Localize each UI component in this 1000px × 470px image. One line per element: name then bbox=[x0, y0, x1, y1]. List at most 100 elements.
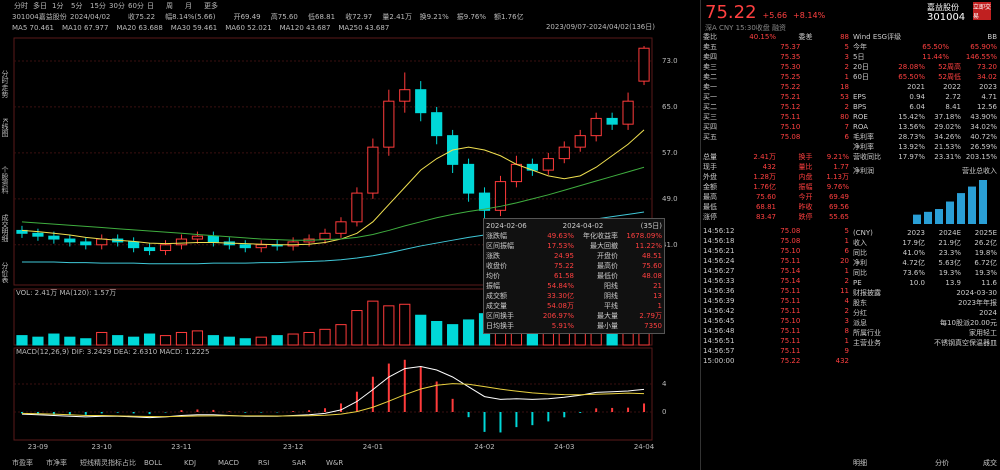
macd-tick-label: 0 bbox=[662, 408, 666, 416]
bottom-tab[interactable]: KDJ bbox=[184, 459, 196, 467]
table-cell: 17.97% bbox=[898, 153, 925, 161]
popup-cell: 54.84% bbox=[547, 282, 574, 290]
table-cell: 53 bbox=[840, 93, 850, 101]
bar-tab[interactable]: 净利润 bbox=[853, 167, 874, 175]
stock-name: 嘉益股份 bbox=[927, 3, 959, 12]
bottom-tab[interactable]: MACD bbox=[218, 459, 239, 467]
candle-body bbox=[367, 146, 379, 194]
popup-cell: 21 bbox=[653, 282, 662, 290]
table-row: 今年 65.50% 65.90% bbox=[853, 42, 997, 52]
bottom-tab[interactable]: BOLL bbox=[144, 459, 162, 467]
table-row: 14:56:24 75.11 20 bbox=[703, 256, 849, 266]
popup-cell: 48.51 bbox=[641, 252, 662, 260]
table-cell: 29.02% bbox=[934, 123, 961, 131]
info-item: 幅8.14%(5.66) bbox=[165, 12, 216, 21]
volume-bar bbox=[175, 331, 188, 346]
bottom-tab[interactable]: SAR bbox=[292, 459, 306, 467]
table-row: 毛利率 28.73% 34.26% 40.72% bbox=[853, 132, 997, 142]
volume-bar bbox=[32, 336, 44, 346]
right-tab[interactable]: 明细 bbox=[853, 459, 867, 467]
bottom-tab[interactable]: 市净率 bbox=[46, 458, 67, 467]
bottom-tab[interactable]: 市盈率 bbox=[12, 458, 33, 467]
volume-bar bbox=[143, 333, 156, 346]
volume-bar bbox=[351, 310, 363, 346]
table-cell: 1 bbox=[844, 237, 850, 245]
candle-body bbox=[431, 112, 443, 137]
bottom-tab[interactable]: W&R bbox=[326, 459, 343, 467]
esg-cell: BB bbox=[987, 33, 997, 41]
toolbar-tab[interactable]: 月 bbox=[185, 2, 192, 10]
table-cell: 52周低 bbox=[938, 73, 961, 81]
table-cell: 28.08% bbox=[898, 63, 925, 71]
table-cell: 2023年年报 bbox=[958, 299, 997, 307]
toolbar-tab[interactable]: 周 bbox=[166, 2, 173, 10]
table-cell: 55.65 bbox=[828, 213, 849, 221]
candle-body bbox=[590, 117, 602, 137]
table-cell: 75.08 bbox=[780, 227, 801, 235]
toolbar-tab[interactable]: 日 bbox=[147, 2, 154, 10]
table-cell: 8 bbox=[844, 327, 850, 335]
popup-cell: 13 bbox=[653, 292, 662, 300]
toolbar-tab[interactable]: 分时 bbox=[14, 1, 28, 10]
table-cell: PE bbox=[853, 279, 862, 287]
popup-cell: 最大量 bbox=[597, 312, 618, 320]
stats: 总量 2.41万 换手 9.21% 现手 432 量比 1.77 外盘 1.28万 内盘 1.13万金… bbox=[703, 152, 849, 222]
toolbar-tab[interactable]: 15分 bbox=[90, 1, 106, 10]
table-row: 财报披露 2024-03-30 bbox=[853, 288, 997, 298]
bar-tab[interactable]: 营业总收入 bbox=[962, 167, 997, 175]
candle-body bbox=[319, 232, 331, 240]
table-cell: 75.11 bbox=[780, 297, 801, 305]
table-row: 14:56:57 75.11 9 bbox=[703, 346, 849, 356]
toolbar-tab[interactable]: 5分 bbox=[71, 1, 82, 10]
table-cell: 净利 bbox=[853, 259, 867, 267]
popup-cell: 2.79万 bbox=[639, 312, 662, 320]
toolbar-tab[interactable]: 30分 bbox=[109, 1, 125, 10]
table-cell: 75.10 bbox=[780, 123, 801, 131]
right-tab[interactable]: 成交 bbox=[983, 459, 997, 467]
fin-head-cell: 2021 bbox=[907, 83, 925, 91]
popup-cell: 年化收益率 bbox=[583, 232, 618, 240]
toolbar-tab[interactable]: 60分 bbox=[128, 1, 144, 10]
popup-cell: 7350 bbox=[644, 322, 662, 330]
bottom-tab[interactable]: 短线精灵指标占比 bbox=[80, 458, 136, 467]
table-row: 现手 432 量比 1.77 bbox=[703, 162, 849, 172]
sub-info: 深A CNY 15:30收盘 融资 bbox=[705, 24, 787, 32]
table-cell: 4.72亿 bbox=[902, 259, 925, 267]
table-cell: 65.90% bbox=[970, 43, 997, 51]
right-tab[interactable]: 分价 bbox=[935, 459, 949, 467]
fundamentals: Wind ESG评级 BB 今年 65.50% 65.90% 5日 11.44% 146.55… bbox=[853, 32, 997, 348]
y-tick-label: 41.0 bbox=[662, 241, 678, 249]
candle-body bbox=[207, 235, 219, 243]
trade-button[interactable]: 立即交易 bbox=[973, 2, 992, 20]
toolbar-tab[interactable]: 1分 bbox=[52, 1, 63, 10]
toolbar-tab[interactable]: 多日 bbox=[33, 1, 47, 10]
table-cell: 75.30 bbox=[780, 63, 801, 71]
table-cell: 75.25 bbox=[780, 73, 801, 81]
candle-body bbox=[494, 181, 507, 211]
table-cell: 83.47 bbox=[755, 213, 776, 221]
table-cell: 14:56:33 bbox=[703, 277, 735, 285]
popup-cell: 均价 bbox=[486, 272, 500, 280]
volume-bar bbox=[431, 321, 443, 346]
table-row: 14:56:21 75.10 6 bbox=[703, 246, 849, 256]
volume-bar bbox=[303, 331, 315, 346]
table-cell: 卖四 bbox=[703, 53, 717, 61]
table-cell: 432 bbox=[762, 163, 776, 171]
candle-body bbox=[80, 241, 92, 246]
table-cell: 14:56:39 bbox=[703, 297, 735, 305]
bottom-tab[interactable]: RSI bbox=[258, 459, 269, 467]
table-cell: 13.56% bbox=[898, 123, 925, 131]
popup-row: 区间换手 206.97% 最大量 2.79万 bbox=[486, 311, 662, 321]
table-row: 卖五 75.37 5 bbox=[703, 42, 849, 52]
table-cell: 买五 bbox=[703, 133, 717, 141]
popup-cell: 54.08万 bbox=[546, 302, 574, 310]
candle-body bbox=[542, 158, 554, 171]
table-cell: 21.53% bbox=[934, 143, 961, 151]
popup-cell: 区间振幅 bbox=[486, 242, 514, 250]
table-cell: 股东 bbox=[853, 299, 867, 307]
fin-head-cell bbox=[853, 82, 889, 92]
table-cell: 2.41万 bbox=[753, 153, 776, 161]
table-cell: 昨收 bbox=[798, 203, 813, 211]
table-row: 净利率 13.92% 21.53% 26.59% bbox=[853, 142, 997, 152]
toolbar-tab[interactable]: 更多 bbox=[204, 1, 218, 10]
